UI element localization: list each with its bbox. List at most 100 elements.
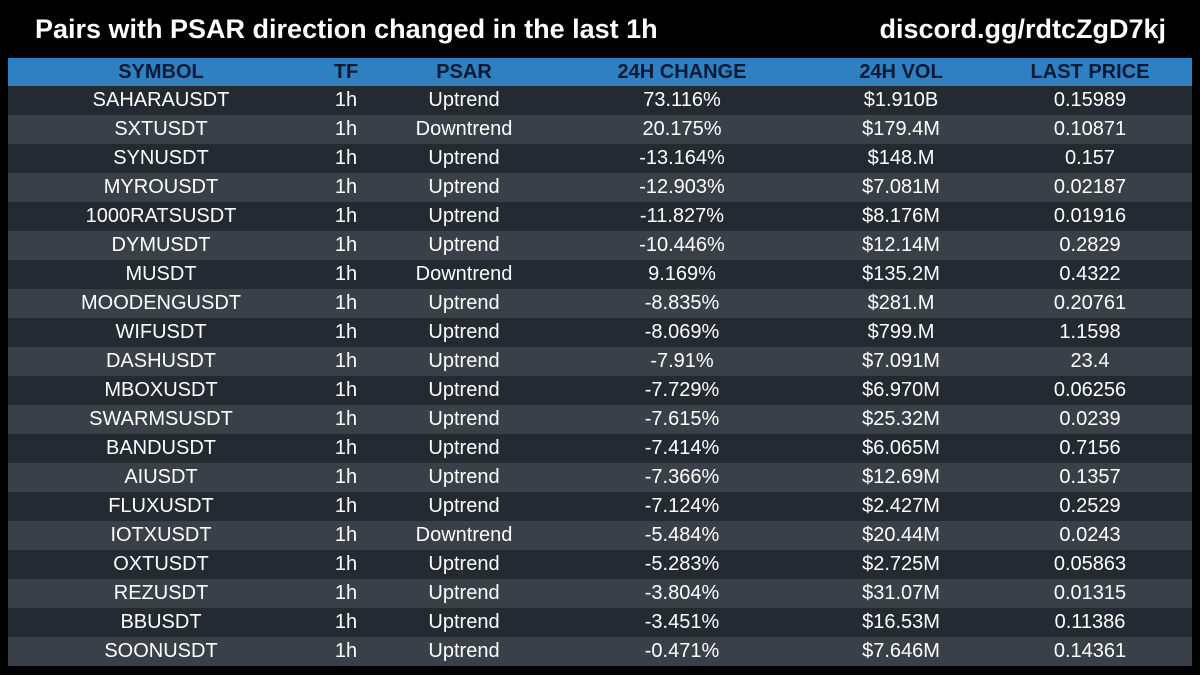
cell-change-24h: -8.835% [644,292,720,314]
cell-change-24h: -13.164% [639,147,725,169]
page-title: Pairs with PSAR direction changed in the… [35,14,658,44]
cell-vol-24h: $12.14M [862,234,940,256]
cell-vol-24h: $2.427M [862,495,940,517]
column-header-psar: PSAR [436,61,492,83]
cell-last-price: 0.02187 [1053,176,1127,198]
cell-symbol: FLUXUSDT [108,495,214,517]
cell-last-price: 0.01315 [1053,582,1127,604]
cell-psar: Uptrend [428,553,500,575]
table-row: SXTUSDT 1h Downtrend 20.175% $179.4M 0.10871 [8,115,1192,144]
cell-change-24h: 9.169% [648,263,716,285]
cell-psar: Uptrend [428,582,500,604]
table-row: BBUSDT 1h Uptrend -3.451% $16.53M 0.11386 [8,608,1192,637]
cell-tf: 1h [334,437,358,459]
cell-symbol: MOODENGUSDT [81,292,241,314]
cell-symbol: WIFUSDT [115,321,207,343]
cell-tf: 1h [334,408,358,430]
cell-psar: Uptrend [428,379,500,401]
cell-change-24h: -7.414% [644,437,720,459]
cell-change-24h: -7.366% [644,466,720,488]
cell-last-price: 0.7156 [1059,437,1121,459]
cell-vol-24h: $135.2M [862,263,940,285]
cell-tf: 1h [334,292,358,314]
cell-last-price: 0.05863 [1053,553,1127,575]
column-header-last-price: LAST PRICE [1030,61,1150,83]
cell-symbol: SWARMSUSDT [89,408,233,430]
cell-psar: Uptrend [428,466,500,488]
cell-vol-24h: $281.M [867,292,935,314]
cell-vol-24h: $8.176M [862,205,940,227]
cell-psar: Uptrend [428,292,500,314]
cell-psar: Uptrend [428,350,500,372]
cell-vol-24h: $179.4M [862,118,940,140]
table-row: SYNUSDT 1h Uptrend -13.164% $148.M 0.157 [8,144,1192,173]
cell-change-24h: -3.451% [644,611,720,633]
cell-symbol: AIUSDT [124,466,198,488]
table-row: MBOXUSDT 1h Uptrend -7.729% $6.970M 0.06256 [8,376,1192,405]
cell-change-24h: -0.471% [644,640,720,662]
cell-change-24h: 73.116% [643,89,721,111]
cell-psar: Uptrend [428,89,500,111]
column-header-vol-24h: 24H VOL [859,61,943,83]
cell-tf: 1h [334,205,358,227]
cell-tf: 1h [334,640,358,662]
cell-last-price: 0.157 [1064,147,1116,169]
cell-tf: 1h [334,176,358,198]
table-row: REZUSDT 1h Uptrend -3.804% $31.07M 0.01315 [8,579,1192,608]
cell-last-price: 0.0239 [1059,408,1121,430]
cell-psar: Uptrend [428,408,500,430]
cell-vol-24h: $2.725M [862,553,940,575]
cell-tf: 1h [334,611,358,633]
cell-tf: 1h [334,379,358,401]
header-row: SYMBOL TF PSAR 24H CHANGE 24H VOL LAST PRICE [8,58,1192,86]
cell-vol-24h: $1.910B [863,89,939,111]
cell-vol-24h: $7.081M [862,176,940,198]
table-row: DYMUSDT 1h Uptrend -10.446% $12.14M 0.2829 [8,231,1192,260]
cell-tf: 1h [334,89,358,111]
cell-psar: Downtrend [415,263,513,285]
cell-symbol: MYROUSDT [103,176,219,198]
cell-last-price: 23.4 [1070,350,1110,372]
cell-change-24h: 20.175% [642,118,722,140]
cell-symbol: SAHARAUSDT [92,89,230,111]
cell-tf: 1h [334,118,358,140]
cell-psar: Uptrend [428,147,500,169]
cell-psar: Downtrend [415,118,513,140]
cell-last-price: 0.11386 [1054,611,1126,633]
cell-symbol: DASHUSDT [105,350,216,372]
cell-psar: Uptrend [428,205,500,227]
table-body: SAHARAUSDT 1h Uptrend 73.116% $1.910B 0.15989… [8,86,1192,666]
cell-vol-24h: $6.970M [862,379,940,401]
cell-symbol: MBOXUSDT [104,379,218,401]
cell-vol-24h: $7.091M [862,350,940,372]
cell-tf: 1h [334,147,358,169]
cell-tf: 1h [334,466,358,488]
cell-symbol: OXTUSDT [113,553,209,575]
cell-change-24h: -12.903% [639,176,725,198]
cell-last-price: 0.1357 [1059,466,1121,488]
table-row: OXTUSDT 1h Uptrend -5.283% $2.725M 0.05863 [8,550,1192,579]
discord-link[interactable]: discord.gg/rdtcZgD7kj [879,14,1166,44]
table-row: AIUSDT 1h Uptrend -7.366% $12.69M 0.1357 [8,463,1192,492]
cell-tf: 1h [334,495,358,517]
cell-last-price: 0.06256 [1053,379,1127,401]
cell-psar: Uptrend [428,234,500,256]
cell-change-24h: -8.069% [644,321,720,343]
cell-last-price: 0.14361 [1053,640,1127,662]
cell-tf: 1h [334,321,358,343]
table-row: IOTXUSDT 1h Downtrend -5.484% $20.44M 0.0243 [8,521,1192,550]
cell-symbol: REZUSDT [113,582,209,604]
cell-psar: Uptrend [428,321,500,343]
cell-tf: 1h [334,582,358,604]
table-row: DASHUSDT 1h Uptrend -7.91% $7.091M 23.4 [8,347,1192,376]
table-row: MOODENGUSDT 1h Uptrend -8.835% $281.M 0.20761 [8,289,1192,318]
table-row: MUSDT 1h Downtrend 9.169% $135.2M 0.4322 [8,260,1192,289]
cell-psar: Uptrend [428,176,500,198]
cell-vol-24h: $20.44M [862,524,940,546]
cell-last-price: 1.1598 [1059,321,1121,343]
cell-symbol: MUSDT [125,263,197,285]
cell-change-24h: -7.91% [650,350,714,372]
cell-symbol: BANDUSDT [105,437,216,459]
cell-vol-24h: $7.646M [862,640,940,662]
cell-change-24h: -7.729% [644,379,720,401]
